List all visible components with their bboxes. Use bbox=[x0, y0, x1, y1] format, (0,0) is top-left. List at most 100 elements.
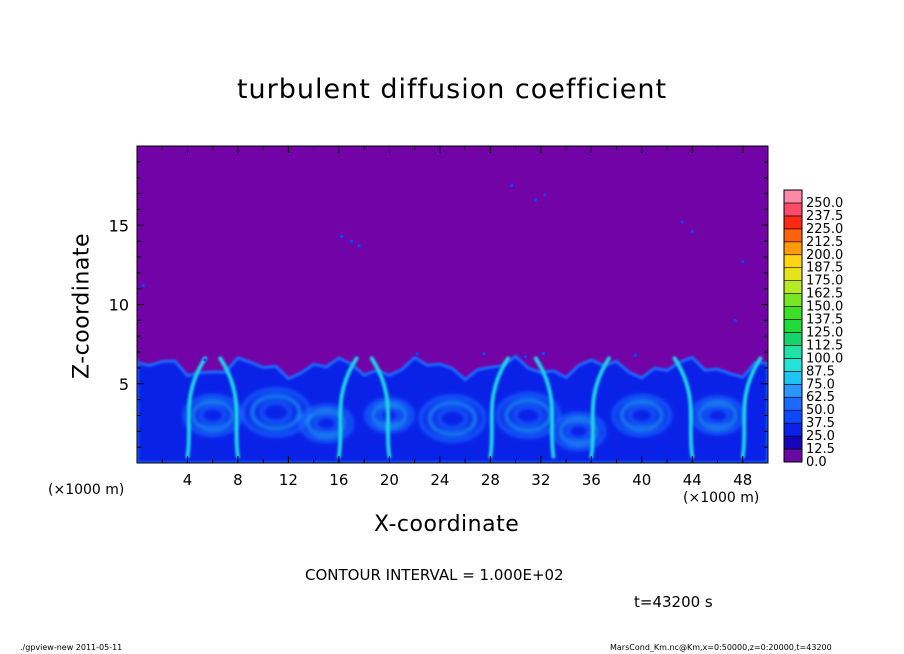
colorbar-swatch bbox=[783, 293, 803, 307]
eddy-ring bbox=[495, 392, 561, 439]
plume-core bbox=[219, 357, 239, 458]
field-blob bbox=[690, 229, 694, 234]
eddy-ring bbox=[428, 401, 477, 436]
colorbar-level-label: 175.0 bbox=[806, 274, 843, 289]
plume-core bbox=[535, 357, 555, 458]
colorbar-level-label: 0.0 bbox=[806, 455, 827, 470]
field-blob bbox=[733, 318, 737, 322]
x-tick-label: 44 bbox=[683, 471, 702, 489]
eddy-ring bbox=[512, 404, 544, 427]
colorbar-swatch bbox=[783, 306, 803, 320]
plume-core bbox=[489, 357, 509, 458]
y-axis-label: Z-coordinate bbox=[69, 233, 95, 379]
turbulent-field bbox=[137, 184, 768, 463]
colorbar-swatch bbox=[783, 345, 803, 359]
field-blob bbox=[415, 352, 419, 356]
eddy-ring bbox=[299, 403, 354, 443]
colorbar-level-label: 12.5 bbox=[806, 442, 835, 457]
field-blob bbox=[203, 358, 207, 362]
eddy-ring bbox=[697, 401, 738, 430]
y-tick-label: 5 bbox=[119, 375, 129, 394]
colorbar-level-label: 37.5 bbox=[806, 416, 835, 431]
plume-core bbox=[590, 357, 610, 458]
field-blob bbox=[680, 220, 684, 224]
plume-core bbox=[186, 357, 206, 458]
field-blob bbox=[534, 198, 538, 202]
colorbar-level-label: 125.0 bbox=[806, 325, 843, 340]
eddy-ring bbox=[620, 400, 664, 431]
colorbar-swatch bbox=[783, 215, 803, 230]
x-unit-label-right: (×1000 m) bbox=[683, 490, 760, 506]
x-tick-label: 8 bbox=[233, 471, 243, 489]
eddy-ring bbox=[627, 405, 657, 426]
eddy-ring bbox=[704, 405, 731, 426]
field-blob bbox=[510, 184, 514, 188]
x-tick-label: 48 bbox=[733, 471, 752, 489]
colorbar-swatch bbox=[783, 409, 803, 424]
field-blob bbox=[141, 283, 145, 288]
field-blob bbox=[524, 355, 528, 359]
eddy-ring bbox=[313, 413, 340, 434]
x-tick-label: 4 bbox=[183, 471, 193, 489]
x-tick-label: 36 bbox=[582, 471, 601, 489]
colorbar-frame bbox=[783, 189, 803, 463]
colorbar-swatch bbox=[783, 202, 803, 217]
colorbar-level-label: 162.5 bbox=[806, 287, 843, 302]
eddy-ring bbox=[565, 421, 592, 441]
eddy-ring bbox=[182, 394, 243, 437]
colorbar-swatch bbox=[783, 383, 803, 398]
field-blob bbox=[339, 234, 344, 238]
colorbar-swatch bbox=[783, 435, 803, 450]
time-label: t=43200 s bbox=[634, 593, 713, 611]
field-blob bbox=[482, 352, 486, 356]
y-axis-ticks: 5 10 15 bbox=[109, 161, 768, 448]
colorbar: 0.012.525.037.550.062.575.087.5100.0112.… bbox=[783, 189, 843, 470]
x-tick-label: 20 bbox=[380, 471, 399, 489]
colorbar-swatch bbox=[783, 189, 803, 204]
colorbar-level-label: 100.0 bbox=[806, 351, 843, 366]
colorbar-level-label: 87.5 bbox=[806, 364, 835, 379]
colorbar-level-label: 250.0 bbox=[806, 196, 843, 211]
turbulent-layer-edge bbox=[137, 354, 768, 463]
eddy-ring bbox=[559, 417, 599, 446]
footer-source: MarsCond_Km.nc@Km,x=0:50000,z=0:20000,t=… bbox=[610, 643, 832, 652]
colorbar-level-label: 237.5 bbox=[806, 209, 843, 224]
colorbar-level-label: 187.5 bbox=[806, 261, 843, 276]
y-tick-label: 10 bbox=[109, 296, 129, 315]
field-blob bbox=[633, 353, 638, 357]
colorbar-level-label: 25.0 bbox=[806, 429, 835, 444]
footer-program-date: ./gpview-new 2011-05-11 bbox=[20, 643, 123, 652]
colorbar-swatch bbox=[783, 396, 803, 411]
colorbar-level-label: 62.5 bbox=[806, 390, 835, 405]
field-blob bbox=[541, 352, 545, 356]
plume-core bbox=[338, 357, 358, 458]
colorbar-level-label: 225.0 bbox=[806, 222, 843, 237]
colorbar-level-label: 50.0 bbox=[806, 403, 835, 418]
contour-interval-text: CONTOUR INTERVAL = 1.000E+02 bbox=[305, 566, 564, 584]
colorbar-swatch bbox=[783, 422, 803, 437]
x-axis-label: X-coordinate bbox=[374, 512, 520, 537]
colorbar-level-label: 75.0 bbox=[806, 377, 835, 392]
colorbar-level-label: 150.0 bbox=[806, 300, 843, 315]
eddy-ring bbox=[259, 400, 293, 425]
eddy-ring bbox=[418, 394, 487, 443]
x-unit-label-left: (×1000 m) bbox=[48, 482, 125, 498]
colorbar-swatch bbox=[783, 241, 803, 256]
x-tick-label: 40 bbox=[632, 471, 651, 489]
x-tick-label: 16 bbox=[329, 471, 348, 489]
colorbar-level-label: 112.5 bbox=[806, 338, 843, 353]
eddy-ring bbox=[191, 400, 235, 431]
plume-core bbox=[673, 357, 694, 458]
x-tick-label: 28 bbox=[481, 471, 500, 489]
colorbar-swatch bbox=[783, 319, 803, 333]
colorbar-level-label: 137.5 bbox=[806, 313, 843, 328]
eddy-ring bbox=[198, 405, 227, 426]
x-tick-label: 24 bbox=[430, 471, 449, 489]
field-blob bbox=[349, 239, 354, 243]
eddy-ring bbox=[306, 409, 346, 438]
field-blob bbox=[543, 193, 547, 197]
colorbar-swatch bbox=[783, 448, 803, 463]
colorbar-swatch bbox=[783, 280, 803, 294]
